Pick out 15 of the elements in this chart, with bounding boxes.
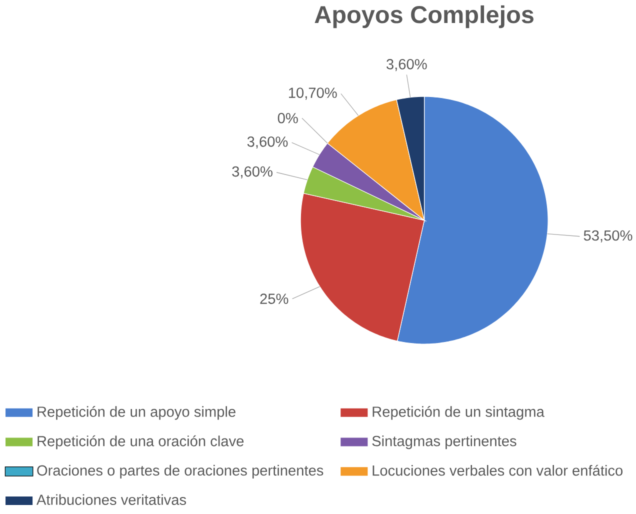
data-label: 10,70% [288,88,337,100]
data-label: 53,50% [584,230,632,243]
data-label: 3,60% [247,136,288,149]
legend-label: Oraciones o partes de oraciones pertinentes [37,465,324,479]
data-label: 25% [260,294,288,304]
data-label: 3,60% [386,59,427,72]
text: 0% [278,113,298,124]
chart-title: Apoyos Complejos [314,6,534,28]
legend-label: Repetición de un apoyo simple [38,406,236,420]
data-label: 3,60% [232,166,272,179]
legend-label: Repetición de un sintagma [372,406,544,420]
legend-label: Repetición de una oración clave [38,436,244,450]
legend-label: Sintagmas pertinentes [372,436,516,450]
legend-label: Locuciones verbales con valor enfático [372,464,623,476]
legend-label: Atribuciones veritativas [36,494,186,506]
